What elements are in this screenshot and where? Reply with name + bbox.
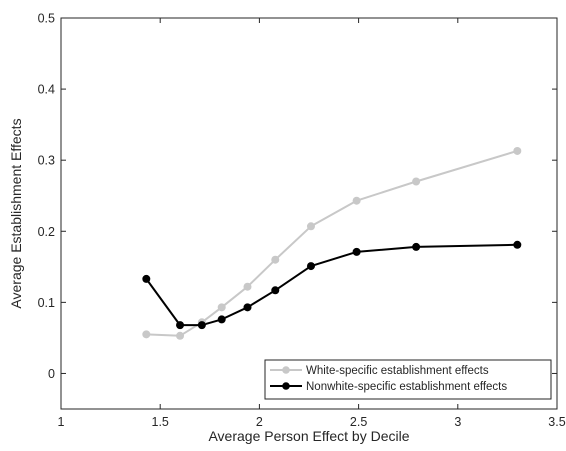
data-point-0	[176, 331, 185, 340]
legend: White-specific establishment effects Non…	[264, 359, 552, 400]
data-point-1	[243, 303, 252, 312]
data-point-0	[243, 282, 252, 291]
data-point-1	[176, 321, 185, 330]
data-point-1	[352, 247, 361, 256]
x-axis-label: Average Person Effect by Decile	[208, 428, 409, 444]
x-tick-label: 2	[256, 415, 263, 429]
data-point-1	[217, 315, 226, 324]
legend-label-white: White-specific establishment effects	[306, 365, 489, 377]
data-point-0	[513, 146, 522, 155]
plot-area	[60, 17, 558, 410]
x-tick-label: 3	[454, 415, 461, 429]
data-point-0	[271, 255, 280, 264]
series-line-1	[145, 243, 518, 327]
x-tick-label: 2.5	[350, 415, 367, 429]
legend-box	[264, 359, 552, 400]
y-tick-label: 0.3	[38, 154, 55, 168]
legend-marker-white	[282, 366, 290, 374]
data-point-0	[412, 177, 421, 186]
data-point-1	[142, 274, 151, 283]
y-tick-label: 0	[48, 367, 55, 381]
y-tick-label: 0.1	[38, 296, 55, 310]
data-point-0	[217, 303, 226, 312]
y-axis-label: Average Establishment Effects	[8, 118, 24, 308]
x-tick-label: 3.5	[548, 415, 565, 429]
data-point-1	[197, 321, 206, 330]
series-lines	[145, 149, 518, 337]
data-point-1	[513, 240, 522, 249]
y-tick-label: 0.4	[38, 83, 55, 97]
series-markers	[142, 146, 522, 340]
y-tick-label: 0.5	[38, 12, 55, 26]
data-point-0	[142, 330, 151, 339]
x-tick-label: 1.5	[152, 415, 169, 429]
data-point-0	[352, 196, 361, 205]
data-point-1	[271, 286, 280, 295]
axis-ticks: 1 1.5 2 2.5 3 3.5 0 0.1 0.2 0.3 0.4 0.5	[38, 12, 566, 430]
x-tick-label: 1	[58, 415, 65, 429]
legend-marker-nonwhite	[282, 382, 290, 390]
y-tick-label: 0.2	[38, 225, 55, 239]
legend-label-nonwhite: Nonwhite-specific establishment effects	[306, 381, 507, 393]
data-point-1	[306, 262, 315, 271]
series-line-0	[146, 149, 518, 337]
data-point-0	[306, 222, 315, 231]
data-point-1	[412, 242, 421, 251]
